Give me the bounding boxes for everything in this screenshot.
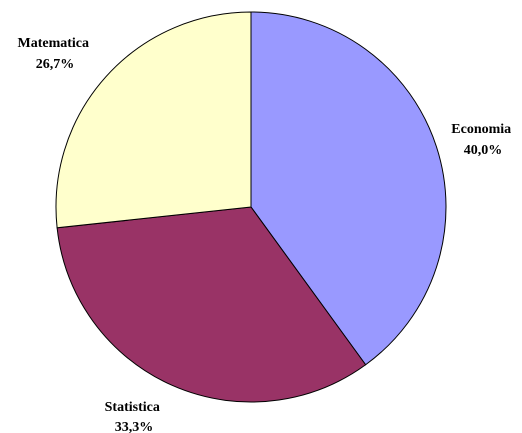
label-economia: Economia 40,0% [451, 122, 514, 158]
pie-slices [55, 11, 447, 403]
label-economia-name: Economia [451, 122, 511, 137]
pie-slice-statistica [56, 206, 367, 403]
pie-slice-matematica [55, 11, 252, 229]
label-economia-value: 40,0% [464, 143, 503, 158]
label-statistica-value: 33,3% [115, 420, 154, 433]
pie-slice-economia [250, 11, 447, 366]
label-matematica-value: 26,7% [36, 57, 75, 72]
label-matematica-name: Matematica [17, 36, 89, 51]
label-matematica: Matematica 26,7% [17, 36, 92, 72]
label-statistica: Statistica 33,3% [105, 400, 164, 433]
label-statistica-name: Statistica [105, 400, 160, 415]
